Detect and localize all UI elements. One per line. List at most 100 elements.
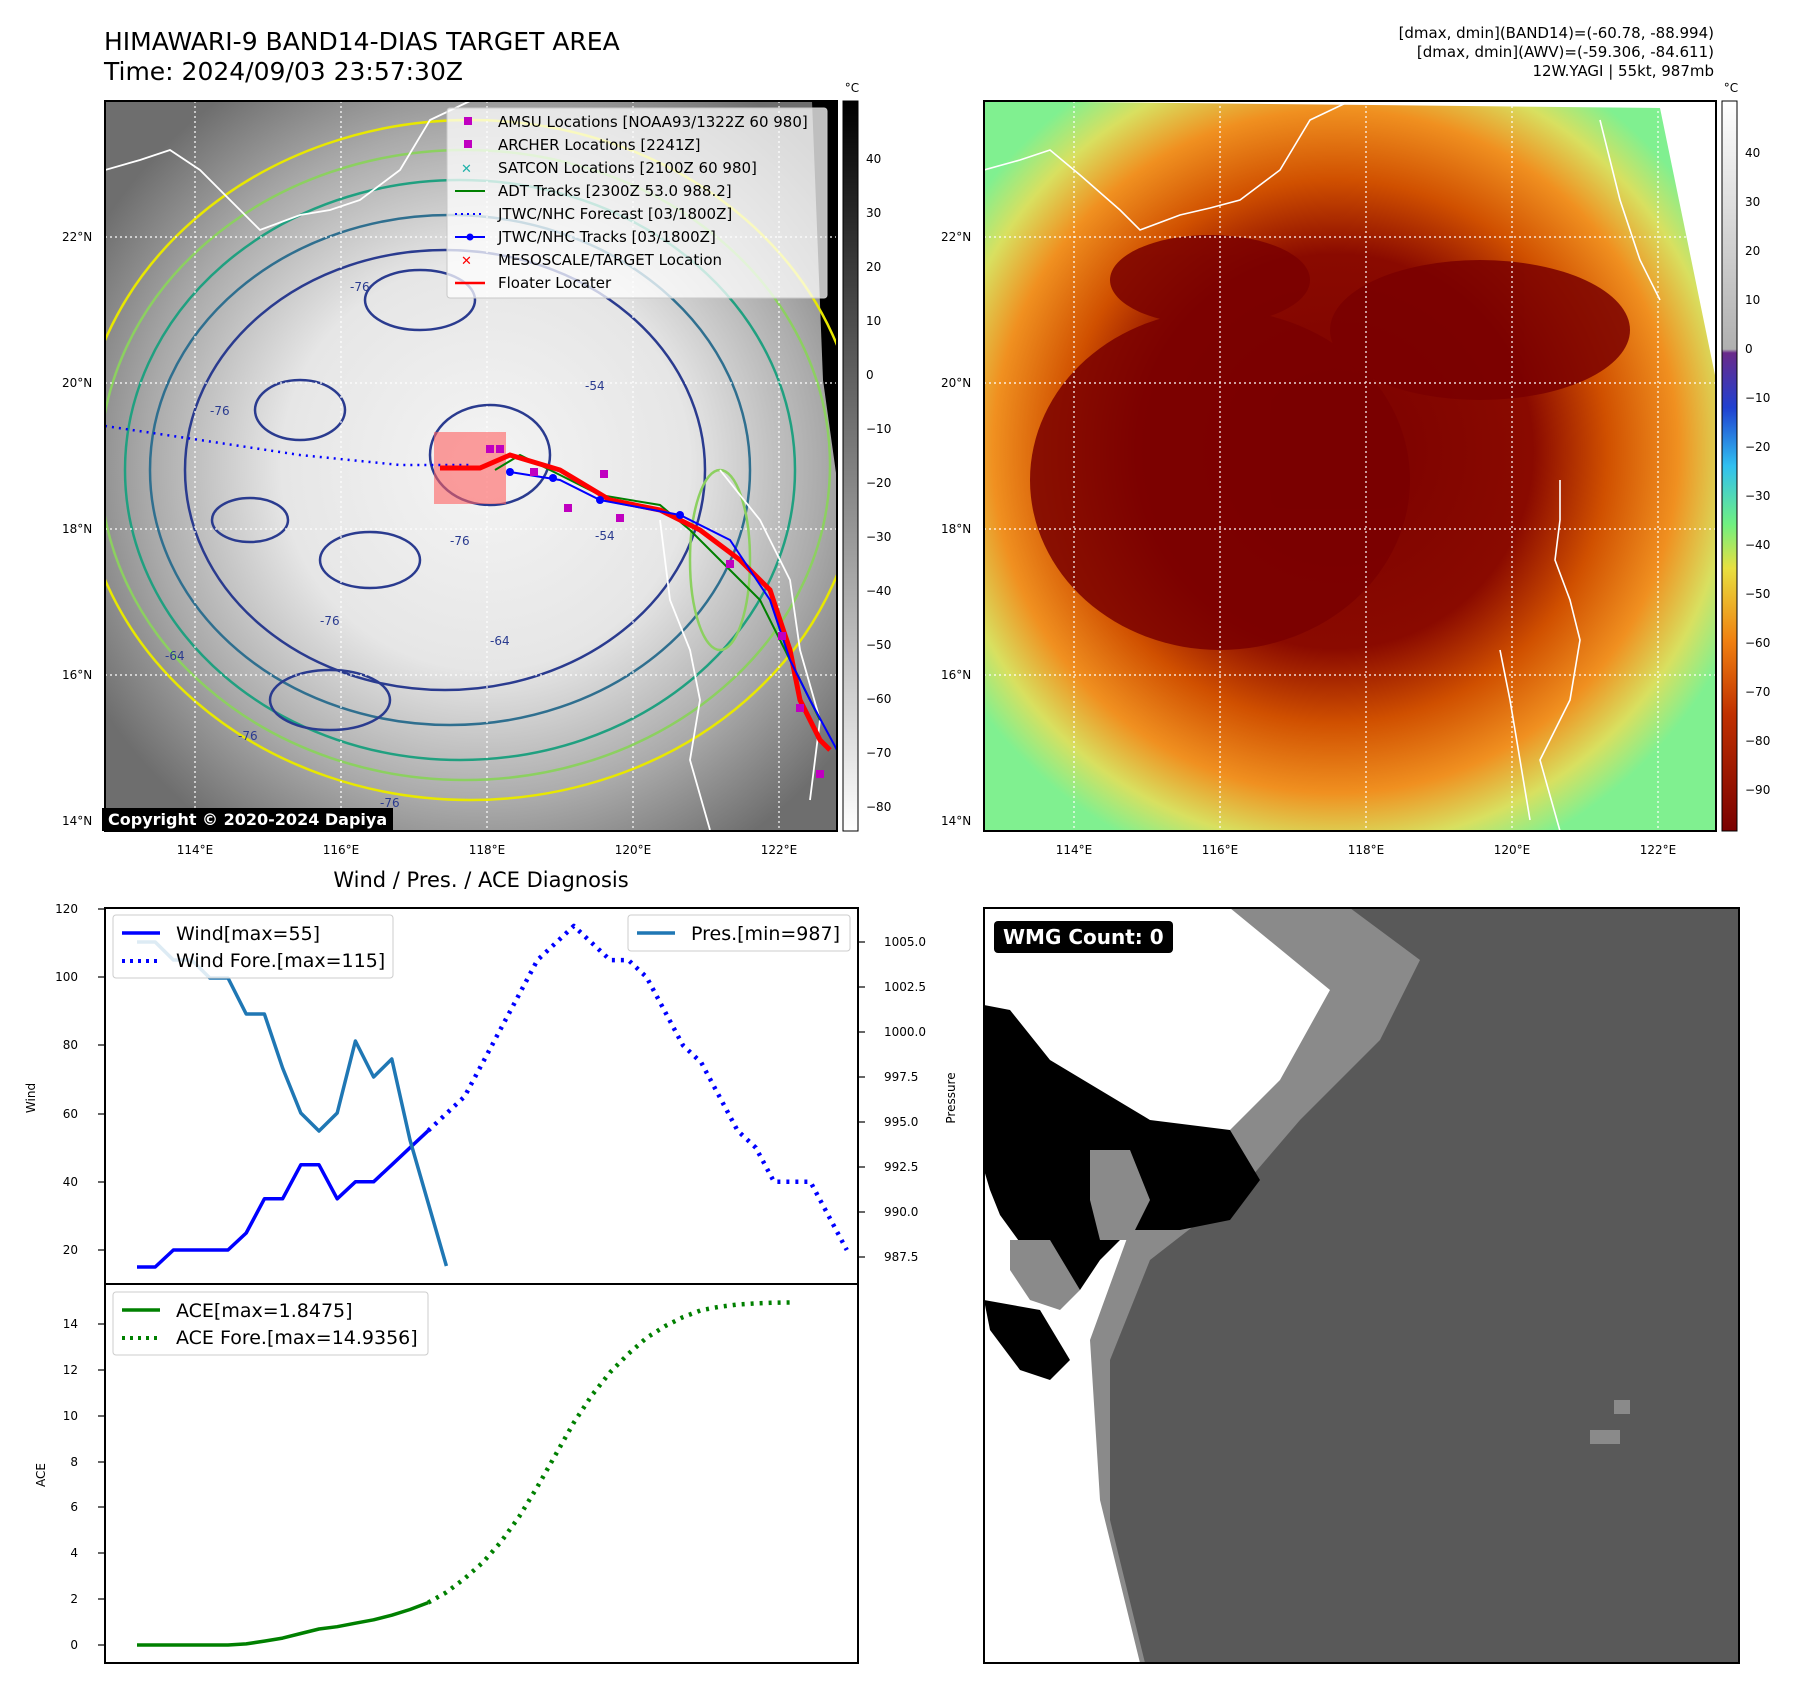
cb-tick: −60	[866, 692, 891, 706]
cb-tick: −10	[1745, 391, 1770, 405]
cb-tick: −50	[1745, 587, 1770, 601]
ace-tick: 2	[70, 1592, 78, 1606]
ace-line	[137, 1600, 429, 1647]
right-map: 22°N 20°N 18°N 16°N 14°N 114°E 116°E 118…	[941, 81, 1770, 857]
lon-label: 122°E	[1640, 843, 1677, 857]
ace-tick: 4	[70, 1546, 78, 1560]
wmg-panel	[983, 907, 1740, 1664]
ace-tick: 10	[63, 1409, 78, 1423]
wind-tick-marks	[98, 908, 105, 1251]
wind-tick: 80	[63, 1038, 78, 1052]
ace-tick: 6	[70, 1500, 78, 1514]
wind-axis-label: Wind	[24, 1083, 38, 1113]
lat-label: 14°N	[941, 814, 971, 828]
wmg-frame	[983, 907, 1740, 1664]
jtwc-track-points	[506, 468, 684, 519]
pres-tick: 1000.0	[884, 1025, 926, 1039]
wind-tick: 40	[63, 1175, 78, 1189]
legend-jtwc-forecast: JTWC/NHC Forecast [03/1800Z]	[497, 205, 732, 223]
cb-tick: 10	[1745, 293, 1760, 307]
pres-tick: 997.5	[884, 1070, 918, 1084]
legend-wind-fore: Wind Fore.[max=115]	[176, 950, 385, 972]
contour-label: -76	[210, 404, 230, 418]
pressure-legend: Pres.[min=987]	[627, 914, 851, 952]
figure-time: Time: 2024/09/03 23:57:30Z	[104, 57, 463, 86]
cb-tick: −70	[866, 746, 891, 760]
lon-label: 116°E	[1202, 843, 1239, 857]
wmg-gray-patch-2	[1010, 1240, 1080, 1310]
copyright-label: Copyright © 2020-2024 Dapiya	[102, 808, 394, 831]
cb-tick: −20	[1745, 440, 1770, 454]
jtwc-forecast-track	[105, 424, 470, 467]
legend-ace: ACE[max=1.8475]	[176, 1300, 353, 1322]
lon-label: 114°E	[177, 843, 214, 857]
cb-tick: −70	[1745, 685, 1770, 699]
left-map-lat-labels: 22°N 20°N 18°N 16°N 14°N	[62, 230, 92, 828]
cb-tick: −40	[1745, 538, 1770, 552]
cb-tick: 20	[1745, 244, 1760, 258]
lat-label: 22°N	[62, 230, 92, 244]
right-gridlines	[984, 101, 1716, 831]
left-map-frame	[104, 100, 838, 832]
cold-cloud-tops	[1030, 235, 1630, 650]
legend-floater: Floater Locater	[498, 274, 612, 292]
legend-archer: ARCHER Locations [2241Z]	[498, 136, 701, 154]
archer-amsu-points	[486, 445, 824, 778]
lat-label: 18°N	[62, 522, 92, 536]
contour-label: -64	[165, 649, 185, 663]
right-colorbar	[1721, 100, 1738, 832]
wind-ticks: 120 100 80 60 40 20	[55, 902, 78, 1257]
cb-tick: −90	[1745, 783, 1770, 797]
wmg-gray-speck-2	[1614, 1400, 1630, 1414]
lat-label: 16°N	[941, 668, 971, 682]
figure-title: HIMAWARI-9 BAND14-DIAS TARGET AREA	[104, 27, 620, 56]
diagnosis-title: Wind / Pres. / ACE Diagnosis	[333, 868, 628, 892]
lat-label: 14°N	[62, 814, 92, 828]
wmg-gray-patch	[1090, 1150, 1150, 1240]
cb-tick: 40	[866, 152, 881, 166]
wind-legend: Wind[max=55] Wind Fore.[max=115]	[112, 914, 394, 979]
awv-range: [dmax, dmin](AWV)=(-59.306, -84.611)	[1416, 43, 1714, 61]
lon-label: 114°E	[1056, 843, 1093, 857]
pressure-tick-marks	[858, 941, 865, 1258]
left-map-lon-labels: 114°E 116°E 118°E 120°E 122°E	[177, 843, 798, 857]
lon-label: 122°E	[761, 843, 798, 857]
left-colorbar-unit: °C	[845, 81, 859, 95]
pres-tick: 987.5	[884, 1250, 918, 1264]
wind-forecast-line	[426, 923, 849, 1252]
cb-tick: 20	[866, 260, 881, 274]
band14-range: [dmax, dmin](BAND14)=(-60.78, -88.994)	[1398, 24, 1714, 42]
wind-tick: 60	[63, 1107, 78, 1121]
wind-series	[137, 1129, 430, 1269]
legend-jtwc-tracks: JTWC/NHC Tracks [03/1800Z]	[497, 228, 716, 246]
cb-tick: −50	[866, 638, 891, 652]
legend-amsu: AMSU Locations [NOAA93/1322Z 60 980]	[498, 113, 808, 131]
lat-label: 22°N	[941, 230, 971, 244]
pres-tick: 995.0	[884, 1115, 918, 1129]
legend-ace-fore: ACE Fore.[max=14.9356]	[176, 1327, 418, 1349]
diagnosis-chart: Wind / Pres. / ACE Diagnosis Wind Pressu…	[24, 868, 958, 1664]
cb-tick: −30	[1745, 489, 1770, 503]
left-colorbar	[842, 100, 859, 832]
lon-label: 120°E	[615, 843, 652, 857]
wind-tick: 120	[55, 902, 78, 916]
cb-tick: 30	[1745, 195, 1760, 209]
right-colorbar-unit: °C	[1724, 81, 1738, 95]
lat-label: 16°N	[62, 668, 92, 682]
jtwc-track	[509, 471, 837, 751]
lon-label: 118°E	[1348, 843, 1385, 857]
cb-tick: −40	[866, 584, 891, 598]
ace-tick: 12	[63, 1363, 78, 1377]
contour-label: -54	[585, 379, 605, 393]
lon-label: 120°E	[1494, 843, 1531, 857]
ace-legend: ACE[max=1.8475] ACE Fore.[max=14.9356]	[112, 1291, 429, 1356]
lat-label: 20°N	[941, 376, 971, 390]
ace-tick: 8	[70, 1455, 78, 1469]
lon-label: 118°E	[469, 843, 506, 857]
cb-tick: −10	[866, 422, 891, 436]
lat-label: 20°N	[62, 376, 92, 390]
left-map: -76 -76 -76 -64 -54 -76 -64 -76 -54 -76	[62, 81, 891, 857]
floater-locater	[440, 452, 832, 752]
ace-tick: 0	[70, 1638, 78, 1652]
